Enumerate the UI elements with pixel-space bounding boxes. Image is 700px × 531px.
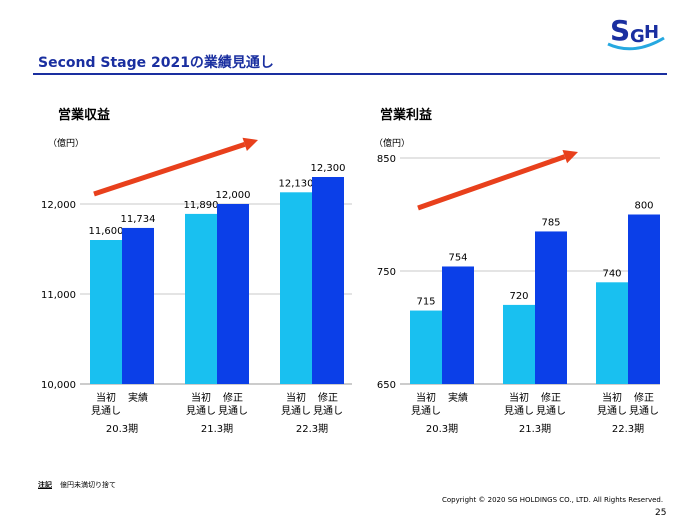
- data-label-profit-1-1: 785: [541, 217, 560, 228]
- y-tick-revenue: 11,000: [41, 290, 76, 301]
- data-label-revenue-2-0: 12,130: [279, 178, 314, 189]
- page-number: 25: [655, 508, 667, 518]
- bar-profit-2-0: [596, 282, 628, 384]
- bar-revenue-2-1: [312, 177, 344, 384]
- bar-revenue-2-0: [280, 192, 312, 384]
- data-label-revenue-0-0: 11,600: [89, 226, 124, 237]
- bar-category-label-revenue: 当初: [286, 391, 306, 404]
- bar-category-label-profit: 見通し: [597, 405, 627, 417]
- group-label-revenue-0: 20.3期: [106, 423, 138, 435]
- bar-profit-0-1: [442, 266, 474, 384]
- group-label-revenue-2: 22.3期: [296, 423, 328, 435]
- chart-title-revenue: 営業収益: [58, 108, 111, 123]
- bar-category-label-profit: 修正: [541, 391, 561, 404]
- bar-category-label-profit: 見通し: [411, 405, 441, 417]
- sgh-logo: S G H: [607, 14, 665, 51]
- group-label-profit-1: 21.3期: [519, 423, 551, 435]
- data-label-profit-0-0: 715: [416, 297, 435, 308]
- data-label-revenue-1-0: 11,890: [184, 200, 219, 211]
- bar-category-label-revenue: 見通し: [313, 405, 343, 417]
- data-label-profit-1-0: 720: [509, 291, 528, 302]
- bar-profit-1-1: [535, 231, 567, 384]
- title-rule: [33, 73, 667, 75]
- data-label-profit-2-1: 800: [634, 201, 653, 212]
- group-label-profit-2: 22.3期: [612, 423, 644, 435]
- y-tick-revenue: 12,000: [41, 200, 76, 211]
- bar-category-label-profit: 修正: [634, 391, 654, 404]
- trend-arrow-head-profit: [562, 150, 578, 164]
- bar-category-label-revenue: 見通し: [91, 405, 121, 417]
- slide-title: Second Stage 2021の業績見通し: [38, 55, 274, 71]
- bar-category-label-profit: 当初: [509, 391, 529, 404]
- y-tick-profit: 850: [377, 154, 396, 165]
- data-label-profit-0-1: 754: [448, 252, 467, 263]
- bar-revenue-1-1: [217, 204, 249, 384]
- data-label-revenue-1-1: 12,000: [216, 190, 251, 201]
- bar-category-label-profit: 当初: [416, 391, 436, 404]
- bar-category-label-revenue: 当初: [96, 391, 116, 404]
- chart-title-profit: 営業利益: [380, 108, 433, 123]
- svg-text:S: S: [610, 14, 630, 47]
- bar-profit-1-0: [503, 304, 535, 384]
- bar-revenue-0-1: [122, 227, 154, 384]
- bar-category-label-revenue: 見通し: [186, 405, 216, 417]
- logo-swoosh: [607, 36, 665, 51]
- bar-category-label-profit: 見通し: [536, 405, 566, 417]
- bar-category-label-profit: 見通し: [504, 405, 534, 417]
- trend-arrow-revenue: [93, 142, 246, 197]
- footnote-text: 億円未満切り捨て: [60, 481, 116, 489]
- bar-revenue-1-0: [185, 213, 217, 384]
- bar-profit-0-0: [410, 310, 442, 384]
- bar-category-label-revenue: 実績: [128, 391, 148, 404]
- bar-category-label-profit: 見通し: [629, 405, 659, 417]
- footnote: 注記 億円未満切り捨て: [38, 480, 116, 490]
- y-unit-revenue: （億円）: [48, 137, 84, 149]
- bar-category-label-profit: 当初: [602, 391, 622, 404]
- copyright: Copyright © 2020 SG HOLDINGS CO., LTD. A…: [442, 496, 664, 504]
- y-tick-profit: 650: [377, 380, 396, 391]
- y-tick-revenue: 10,000: [41, 380, 76, 391]
- group-label-profit-0: 20.3期: [426, 423, 458, 435]
- trend-arrow-head-revenue: [242, 137, 258, 152]
- bar-category-label-revenue: 当初: [191, 391, 211, 404]
- svg-text:G: G: [630, 26, 645, 47]
- data-label-profit-2-0: 740: [602, 268, 621, 279]
- bar-profit-2-1: [628, 214, 660, 384]
- y-tick-profit: 750: [377, 267, 396, 278]
- trend-arrow-profit: [417, 154, 566, 211]
- bar-category-label-revenue: 修正: [318, 391, 338, 404]
- bar-revenue-0-0: [90, 240, 122, 384]
- bar-category-label-profit: 実績: [448, 391, 468, 404]
- y-unit-profit: （億円）: [374, 137, 410, 149]
- svg-text:H: H: [644, 22, 659, 43]
- bar-category-label-revenue: 見通し: [218, 405, 248, 417]
- footnote-label: 注記: [38, 481, 52, 489]
- group-label-revenue-1: 21.3期: [201, 423, 233, 435]
- bar-category-label-revenue: 修正: [223, 391, 243, 404]
- data-label-revenue-2-1: 12,300: [311, 163, 346, 174]
- bar-category-label-revenue: 見通し: [281, 405, 311, 417]
- data-label-revenue-0-1: 11,734: [121, 214, 156, 225]
